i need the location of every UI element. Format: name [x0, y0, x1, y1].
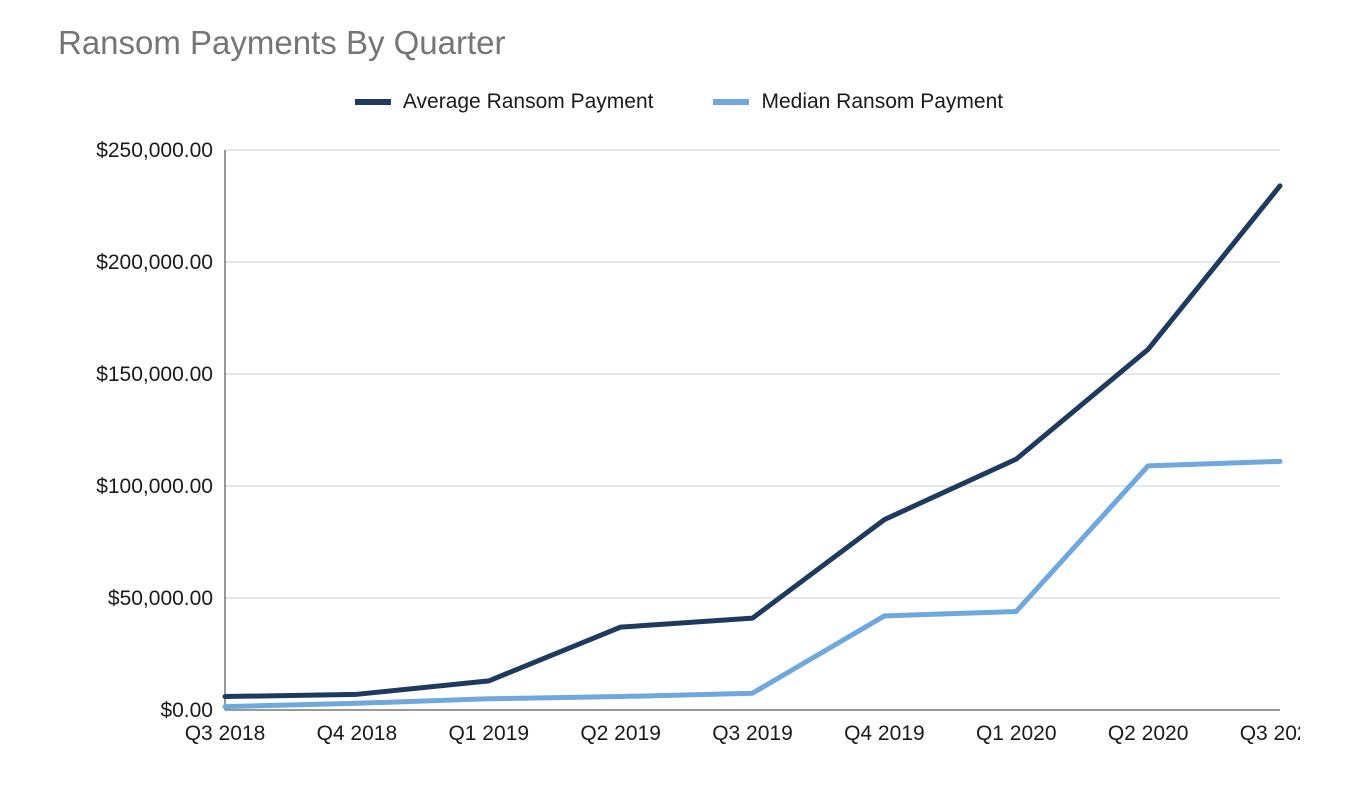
y-axis-label: $250,000.00 [96, 140, 213, 162]
y-axis-label: $50,000.00 [108, 587, 213, 610]
x-axis-label: Q3 2019 [712, 722, 793, 745]
y-axis-label: $200,000.00 [96, 251, 213, 274]
x-axis-label: Q3 2020 [1240, 722, 1300, 745]
legend-swatch-median [713, 99, 749, 105]
x-axis-label: Q4 2018 [317, 722, 398, 745]
plot-area: $0.00 $50,000.00 $100,000.00 $150,000.00 $20… [60, 140, 1300, 760]
legend: Average Ransom Payment Median Ransom Pay… [0, 90, 1358, 114]
legend-label-median: Median Ransom Payment [761, 90, 1003, 114]
x-axis-label: Q2 2020 [1108, 722, 1189, 745]
chart-container: Ransom Payments By Quarter Average Ranso… [0, 0, 1358, 790]
x-axis-label: Q4 2019 [844, 722, 925, 745]
x-axis-label: Q1 2020 [976, 722, 1057, 745]
series-line [225, 461, 1280, 706]
chart-title: Ransom Payments By Quarter [58, 24, 506, 62]
y-axis-label: $150,000.00 [96, 363, 213, 386]
legend-item-median: Median Ransom Payment [713, 90, 1003, 114]
y-axis-label: $100,000.00 [96, 475, 213, 498]
legend-swatch-average [355, 99, 391, 105]
y-axis-label: $0.00 [160, 699, 213, 722]
x-axis-label: Q1 2019 [448, 722, 529, 745]
legend-item-average: Average Ransom Payment [355, 90, 654, 114]
x-axis-label: Q3 2018 [185, 722, 266, 745]
chart-svg: $0.00 $50,000.00 $100,000.00 $150,000.00 $20… [60, 140, 1300, 760]
x-axis-label: Q2 2019 [580, 722, 661, 745]
legend-label-average: Average Ransom Payment [403, 90, 654, 114]
